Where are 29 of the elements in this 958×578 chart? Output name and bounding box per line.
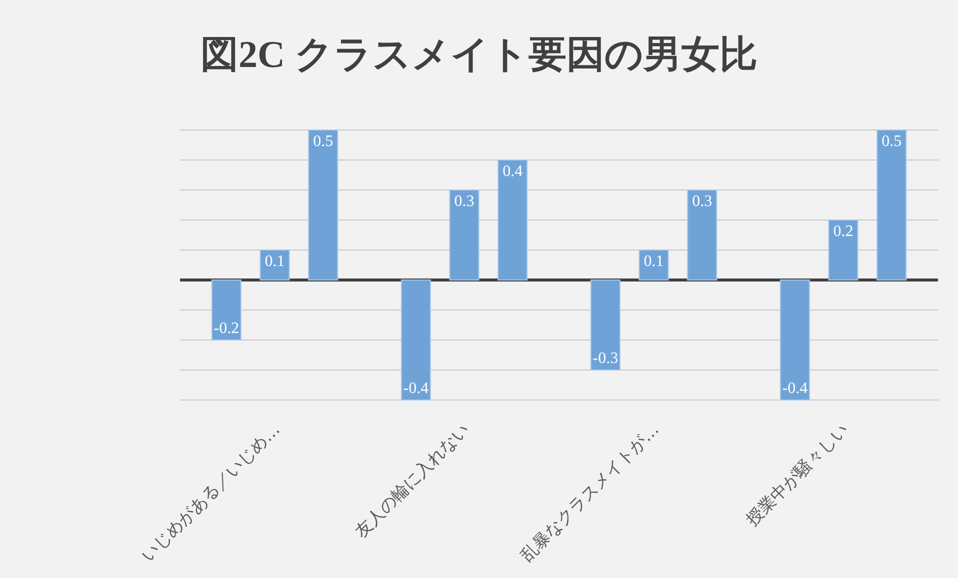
bar xyxy=(498,160,528,280)
bar xyxy=(780,280,810,400)
bar xyxy=(400,280,431,400)
bar xyxy=(638,250,669,280)
data-label: 0.3 xyxy=(454,193,474,210)
data-label: 0.5 xyxy=(882,133,902,150)
data-label: -0.3 xyxy=(592,350,618,367)
data-label: 0.4 xyxy=(502,163,523,180)
data-label: -0.4 xyxy=(782,380,808,397)
data-label: -0.2 xyxy=(214,320,240,337)
bar xyxy=(211,280,242,340)
x-tick-label: いじめがある／いじめ… xyxy=(138,420,284,566)
chart-title: 図2C クラスメイト要因の男女比 xyxy=(200,34,758,76)
data-label: 0.5 xyxy=(313,133,334,150)
bar xyxy=(590,280,620,370)
data-label: 0.1 xyxy=(644,253,664,270)
x-tick-label: 友人の輪に入れない xyxy=(351,420,474,542)
bar xyxy=(876,130,907,280)
bar xyxy=(449,190,480,280)
data-label: -0.4 xyxy=(403,380,429,397)
x-tick-label: 授業中が騒々しい xyxy=(742,420,853,530)
data-label: 0.3 xyxy=(692,193,712,210)
x-tick-label: 乱暴なクラスメイトが… xyxy=(516,420,664,566)
data-label: 0.2 xyxy=(833,223,854,240)
bar xyxy=(260,250,290,280)
bar xyxy=(687,190,718,280)
bar xyxy=(828,220,858,280)
data-label: 0.1 xyxy=(264,253,285,270)
bar xyxy=(308,130,338,280)
